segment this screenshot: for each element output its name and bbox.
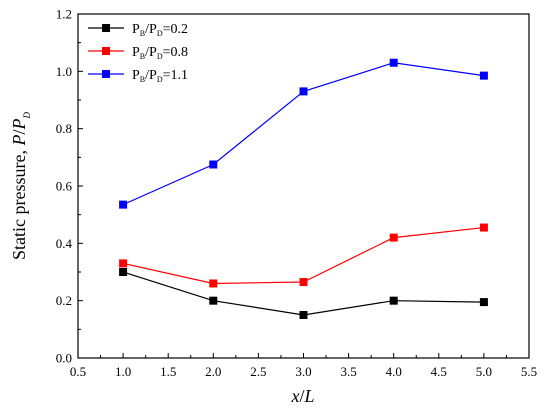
data-point [479, 298, 488, 307]
data-point [389, 233, 398, 242]
x-axis-title-l: L [304, 386, 315, 406]
data-point [299, 311, 308, 319]
legend-label: PB/PD=0.2 [132, 22, 188, 38]
x-axis: 0.5 1.0 1.5 2.0 2.5 3.0 3.5 4.0 4.5 5.0 5.5 [70, 353, 537, 379]
x-tick-label: 3.0 [295, 364, 311, 379]
y-tick-label: 0.6 [56, 179, 73, 194]
y-axis: 0.0 0.2 0.4 0.6 0.8 1.0 1.2 [56, 7, 83, 366]
legend: PB/PD=0.2 PB/PD=0.8 PB/PD=1.1 [88, 22, 188, 84]
data-point [209, 279, 218, 288]
y-axis-title-p2: P [9, 119, 29, 131]
x-tick-label: 4.5 [431, 364, 447, 379]
y-axis-title-sub: D [22, 112, 32, 120]
x-tick-label: 3.5 [340, 364, 356, 379]
y-axis-title-sep: / [9, 130, 29, 135]
y-tick-label: 0.4 [56, 236, 73, 251]
data-point [209, 296, 218, 305]
x-tick-label: 1.5 [160, 364, 176, 379]
x-tick-label: 5.0 [476, 364, 492, 379]
data-point [209, 160, 218, 169]
plot-frame [77, 13, 530, 359]
data-point [389, 58, 398, 67]
data-point [479, 223, 488, 232]
x-tick-label: 0.5 [70, 364, 86, 379]
y-tick-label: 0.0 [56, 351, 72, 366]
legend-label: PB/PD=1.1 [132, 68, 188, 84]
series-2 [119, 223, 488, 288]
data-point [299, 87, 308, 96]
x-tick-label: 2.0 [205, 364, 221, 379]
x-tick-label: 5.5 [521, 364, 537, 379]
x-tick-label: 2.5 [250, 364, 266, 379]
series-layer [119, 58, 488, 319]
y-tick-label: 0.8 [56, 121, 72, 136]
series-line [122, 226, 484, 285]
legend-item: PB/PD=0.2 [88, 22, 188, 38]
series-line [122, 62, 484, 206]
data-point [119, 259, 128, 268]
y-tick-label: 1.0 [56, 64, 72, 79]
y-axis-title-p1: P [9, 135, 29, 147]
legend-marker [102, 24, 110, 32]
x-axis-title: x/L [290, 386, 314, 406]
y-axis-title-prefix: Static pressure, [9, 146, 29, 260]
legend-item: PB/PD=1.1 [88, 68, 188, 84]
legend-item: PB/PD=0.8 [88, 45, 188, 61]
y-tick-label: 1.2 [56, 7, 72, 22]
data-point [479, 71, 488, 80]
x-axis-title-x: x [290, 386, 299, 406]
data-point [119, 268, 128, 276]
data-point [389, 296, 398, 305]
legend-marker [102, 47, 110, 55]
legend-label: PB/PD=0.8 [132, 45, 188, 61]
x-tick-label: 4.0 [386, 364, 402, 379]
x-tick-label: 1.0 [115, 364, 131, 379]
x-axis-title-sep: / [299, 386, 304, 406]
y-axis-title: Static pressure, P/PD [9, 112, 32, 260]
series-1 [119, 268, 488, 319]
series-3 [119, 58, 488, 209]
data-point [299, 278, 308, 287]
data-point [119, 200, 128, 209]
legend-marker [102, 70, 110, 78]
y-tick-label: 0.2 [56, 293, 72, 308]
